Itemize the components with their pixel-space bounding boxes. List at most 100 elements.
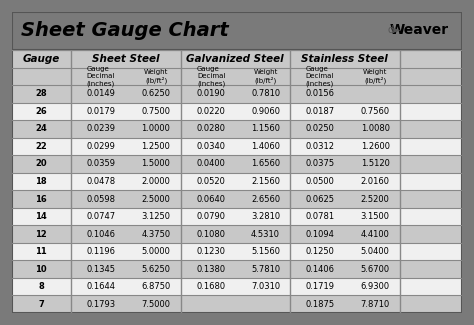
Text: 0.0781: 0.0781 xyxy=(305,212,335,221)
Bar xyxy=(12,50,462,68)
Bar xyxy=(12,260,462,278)
Text: Weaver: Weaver xyxy=(389,23,448,37)
Text: 0.1046: 0.1046 xyxy=(86,229,115,239)
Text: 0.1680: 0.1680 xyxy=(197,282,226,291)
Text: 0.0640: 0.0640 xyxy=(197,195,226,203)
Text: 2.0160: 2.0160 xyxy=(361,177,390,186)
Text: 1.5120: 1.5120 xyxy=(361,160,390,168)
Text: 3.1250: 3.1250 xyxy=(142,212,171,221)
Text: 0.0280: 0.0280 xyxy=(197,124,226,133)
Text: 0.9060: 0.9060 xyxy=(251,107,280,116)
Text: 0.0190: 0.0190 xyxy=(197,89,226,98)
Text: 0.1080: 0.1080 xyxy=(197,229,226,239)
Text: 0.6250: 0.6250 xyxy=(142,89,171,98)
Text: Gauge
Decimal
(inches): Gauge Decimal (inches) xyxy=(197,66,225,86)
Text: 0.1380: 0.1380 xyxy=(197,265,226,274)
Text: 0.0400: 0.0400 xyxy=(197,160,226,168)
Text: 5.6700: 5.6700 xyxy=(361,265,390,274)
Bar xyxy=(12,68,462,85)
Text: 2.6560: 2.6560 xyxy=(251,195,280,203)
Text: 26: 26 xyxy=(36,107,47,116)
Text: 0.7500: 0.7500 xyxy=(142,107,171,116)
Text: 24: 24 xyxy=(36,124,47,133)
Bar xyxy=(12,173,462,190)
Text: 0.1196: 0.1196 xyxy=(86,247,115,256)
Text: 7.5000: 7.5000 xyxy=(142,300,171,309)
Text: 2.5000: 2.5000 xyxy=(142,195,171,203)
Text: 0.0220: 0.0220 xyxy=(197,107,226,116)
Text: 1.4060: 1.4060 xyxy=(251,142,280,151)
Text: Gauge
Decimal
(inches): Gauge Decimal (inches) xyxy=(87,66,115,86)
Text: Weight
(lb/ft²): Weight (lb/ft²) xyxy=(254,69,278,84)
Bar xyxy=(12,243,462,260)
Text: 0.0312: 0.0312 xyxy=(306,142,335,151)
Text: 20: 20 xyxy=(36,160,47,168)
Text: 16: 16 xyxy=(36,195,47,203)
Text: 1.6560: 1.6560 xyxy=(251,160,280,168)
Text: 0.1230: 0.1230 xyxy=(197,247,226,256)
Bar xyxy=(12,190,462,208)
Text: 0.0520: 0.0520 xyxy=(197,177,226,186)
Text: 0.1345: 0.1345 xyxy=(86,265,115,274)
Bar xyxy=(12,278,462,295)
Text: Gauge: Gauge xyxy=(23,54,60,64)
Text: 5.6250: 5.6250 xyxy=(142,265,171,274)
Text: 6.8750: 6.8750 xyxy=(141,282,171,291)
Text: 1.1560: 1.1560 xyxy=(251,124,280,133)
Text: 3.2810: 3.2810 xyxy=(251,212,280,221)
Bar xyxy=(12,208,462,225)
Text: Sheet Steel: Sheet Steel xyxy=(92,54,159,64)
Text: 6.9300: 6.9300 xyxy=(361,282,390,291)
Text: Galvanized Steel: Galvanized Steel xyxy=(186,54,284,64)
Text: 0.1406: 0.1406 xyxy=(306,265,335,274)
Text: 0.0790: 0.0790 xyxy=(197,212,226,221)
Bar xyxy=(12,85,462,103)
Text: Stainless Steel: Stainless Steel xyxy=(301,54,388,64)
Text: 0.0478: 0.0478 xyxy=(86,177,116,186)
Text: 0.1875: 0.1875 xyxy=(305,300,335,309)
Text: d►: d► xyxy=(388,25,401,35)
Text: 0.0625: 0.0625 xyxy=(306,195,335,203)
Text: Weight
(lb/ft²): Weight (lb/ft²) xyxy=(363,69,387,84)
Text: 2.1560: 2.1560 xyxy=(251,177,280,186)
Text: 3.1500: 3.1500 xyxy=(361,212,390,221)
Text: 0.7810: 0.7810 xyxy=(251,89,280,98)
Bar xyxy=(12,225,462,243)
Text: 7: 7 xyxy=(38,300,44,309)
Text: 0.7560: 0.7560 xyxy=(361,107,390,116)
Text: 10: 10 xyxy=(36,265,47,274)
Text: 1.2500: 1.2500 xyxy=(142,142,171,151)
Text: 22: 22 xyxy=(36,142,47,151)
Text: 0.0500: 0.0500 xyxy=(306,177,335,186)
Text: 7.8710: 7.8710 xyxy=(361,300,390,309)
Bar xyxy=(12,295,462,313)
Text: 5.1560: 5.1560 xyxy=(251,247,280,256)
Text: 4.3750: 4.3750 xyxy=(141,229,171,239)
Text: 4.4100: 4.4100 xyxy=(361,229,390,239)
Text: 28: 28 xyxy=(36,89,47,98)
Text: Weight
(lb/ft²): Weight (lb/ft²) xyxy=(144,69,168,84)
Text: 0.0156: 0.0156 xyxy=(306,89,335,98)
Text: 0.0299: 0.0299 xyxy=(86,142,115,151)
Text: 7.0310: 7.0310 xyxy=(251,282,280,291)
Text: 0.1644: 0.1644 xyxy=(86,282,115,291)
Text: 1.2600: 1.2600 xyxy=(361,142,390,151)
Text: 18: 18 xyxy=(36,177,47,186)
Bar xyxy=(12,103,462,120)
Text: 8: 8 xyxy=(38,282,44,291)
Bar xyxy=(12,120,462,138)
Text: 14: 14 xyxy=(36,212,47,221)
Text: 1.0080: 1.0080 xyxy=(361,124,390,133)
Bar xyxy=(12,138,462,155)
Text: 1.5000: 1.5000 xyxy=(142,160,171,168)
Text: Sheet Gauge Chart: Sheet Gauge Chart xyxy=(21,21,229,41)
Bar xyxy=(12,155,462,173)
Text: 0.0239: 0.0239 xyxy=(86,124,115,133)
Text: Gauge
Decimal
(inches): Gauge Decimal (inches) xyxy=(306,66,334,86)
Text: 0.1719: 0.1719 xyxy=(306,282,335,291)
Text: 0.0598: 0.0598 xyxy=(86,195,115,203)
Text: 0.0747: 0.0747 xyxy=(86,212,116,221)
Text: 0.0375: 0.0375 xyxy=(305,160,335,168)
Text: 2.5200: 2.5200 xyxy=(361,195,390,203)
Text: 1.0000: 1.0000 xyxy=(142,124,171,133)
